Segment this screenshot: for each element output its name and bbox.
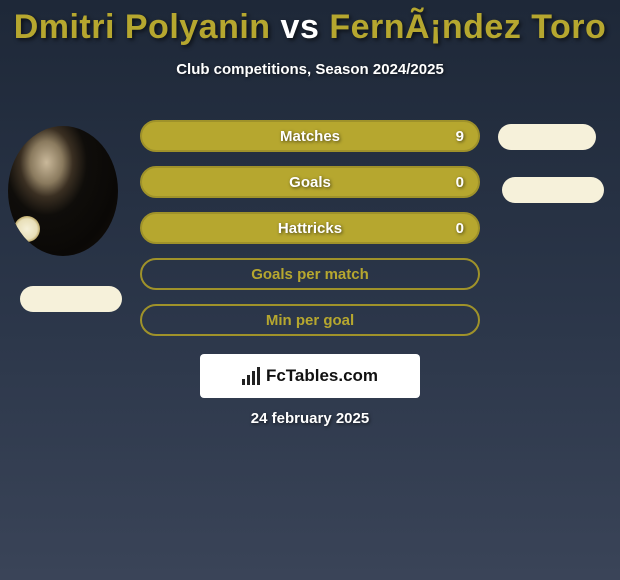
stat-label: Goals xyxy=(142,174,478,191)
stat-bar: Matches9 xyxy=(140,120,480,152)
stat-bar: Min per goal xyxy=(140,304,480,336)
stat-value: 0 xyxy=(456,174,464,191)
stat-label: Goals per match xyxy=(142,266,478,283)
comparison-title: Dmitri Polyanin vs FernÃ¡ndez Toro xyxy=(0,0,620,47)
player1-avatar xyxy=(8,126,118,256)
stat-label: Min per goal xyxy=(142,312,478,329)
player1-name-pill xyxy=(20,286,122,312)
stat-bar: Goals per match xyxy=(140,258,480,290)
season-subtitle: Club competitions, Season 2024/2025 xyxy=(0,61,620,78)
title-vs: vs xyxy=(281,8,320,46)
branding-box: FcTables.com xyxy=(200,354,420,398)
stats-container: Matches9Goals0Hattricks0Goals per matchM… xyxy=(140,120,480,350)
stat-value: 9 xyxy=(456,128,464,145)
branding-barchart-icon xyxy=(242,367,260,385)
snapshot-date: 24 february 2025 xyxy=(0,410,620,427)
player2-name-pill-1 xyxy=(498,124,596,150)
stat-value: 0 xyxy=(456,220,464,237)
title-player1: Dmitri Polyanin xyxy=(14,8,271,46)
player2-name-pill-2 xyxy=(502,177,604,203)
stat-label: Matches xyxy=(142,128,478,145)
title-player2: FernÃ¡ndez Toro xyxy=(329,8,606,46)
stat-bar: Hattricks0 xyxy=(140,212,480,244)
branding-text: FcTables.com xyxy=(266,366,378,386)
stat-label: Hattricks xyxy=(142,220,478,237)
stat-bar: Goals0 xyxy=(140,166,480,198)
